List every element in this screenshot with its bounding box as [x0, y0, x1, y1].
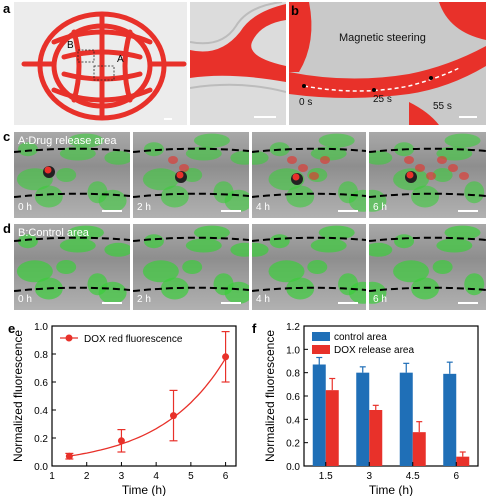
- panel-label-e: e: [8, 321, 16, 336]
- panel-a-network-image: B A: [14, 2, 187, 125]
- panel-label-f: f: [252, 321, 257, 336]
- row-d-time-label-1: 2 h: [137, 294, 151, 305]
- row-d-image-0: 0 h: [14, 224, 130, 310]
- row-d-title: B:Control area: [18, 227, 89, 239]
- chart-e-point-3: [222, 353, 230, 361]
- chart-f-legend-swatch-0: [312, 332, 330, 341]
- region-b-label: B: [67, 40, 74, 51]
- chart-e-ytick-label-2: 0.4: [34, 406, 48, 417]
- chart-e-ylabel: Normalized fluorescence: [11, 330, 25, 462]
- zoomed-channel-drawing: [190, 2, 286, 118]
- row-d-image-3: 6 h: [369, 224, 486, 310]
- steering-time-0: 0 s: [299, 97, 313, 108]
- row-d-time-label-0: 0 h: [18, 294, 32, 305]
- region-a-label: A: [117, 54, 124, 65]
- chart-e-ytick-label-5: 1.0: [34, 322, 48, 333]
- row-c-image-2: 4 h: [252, 132, 366, 218]
- chart-f-ytick-label-1: 0.2: [286, 439, 300, 450]
- row-c-time-label-2: 4 h: [256, 202, 270, 213]
- chart-f-ylabel: Normalized fluorescence: [263, 330, 277, 462]
- chart-e-xtick-label-1: 2: [84, 471, 90, 482]
- chart-f-ytick-label-3: 0.6: [286, 392, 300, 403]
- steering-time-1: 25 s: [373, 94, 392, 105]
- panel-label-a: a: [3, 1, 11, 16]
- steering-channel-drawing: [289, 2, 486, 125]
- row-c-time-label-1: 2 h: [137, 202, 151, 213]
- chart-f-ytick-label-5: 1.0: [286, 345, 300, 356]
- chart-f-xtick-label-0: 1.5: [319, 471, 333, 482]
- chart-f-bar-1-2: [412, 432, 426, 466]
- chart-e-xtick-label-4: 5: [188, 471, 194, 482]
- chart-f-bar-0-3: [443, 373, 457, 466]
- chart-f-xlabel: Time (h): [369, 483, 413, 496]
- row-d-time-label-2: 4 h: [256, 294, 270, 305]
- chart-f-ytick-label-6: 1.2: [286, 322, 300, 333]
- chart-f-bar-0-0: [312, 364, 326, 466]
- chart-e-xtick-label-3: 4: [153, 471, 159, 482]
- chart-f-bar-0-2: [399, 372, 413, 466]
- chart-e-xtick-label-0: 1: [49, 471, 55, 482]
- row-c-time-label-3: 6 h: [373, 202, 387, 213]
- chart-f-xtick-label-1: 3: [366, 471, 372, 482]
- chart-f-bar-0-1: [356, 372, 370, 466]
- steering-time-2: 55 s: [433, 101, 452, 112]
- row-d-image-1: 2 h: [133, 224, 249, 310]
- row-c-title: A:Drug release area: [18, 135, 117, 147]
- chart-f-ytick-label-0: 0.0: [286, 462, 300, 473]
- chart-e-point-2: [170, 412, 178, 420]
- chart-e-point-1: [117, 437, 125, 445]
- microvessel-network-drawing: [21, 11, 187, 121]
- steering-title: Magnetic steering: [339, 32, 426, 44]
- chart-e-ytick-label-1: 0.2: [34, 434, 48, 445]
- chart-e-fit-curve: [69, 357, 227, 457]
- chart-e-ytick-label-3: 0.6: [34, 378, 48, 389]
- chart-f-legend-swatch-1: [312, 345, 330, 354]
- chart-e-ytick-label-0: 0.0: [34, 462, 48, 473]
- chart-e-legend-marker: [65, 334, 73, 342]
- panel-label-d: d: [3, 221, 11, 236]
- row-d-image-2: 4 h: [252, 224, 366, 310]
- chart-f-ytick-label-4: 0.8: [286, 369, 300, 380]
- chart-e-xtick-label-2: 3: [119, 471, 125, 482]
- chart-e-xtick-label-5: 6: [223, 471, 229, 482]
- chart-e-point-0: [65, 452, 73, 460]
- chart-e-xlabel: Time (h): [122, 483, 166, 496]
- chart-f-legend-label-0: control area: [334, 332, 387, 343]
- row-c-image-0: 0 h: [14, 132, 130, 218]
- chart-e-legend-label: DOX red fluorescence: [84, 334, 183, 345]
- panel-a-zoom-image: [190, 2, 286, 125]
- chart-f-xtick-label-2: 4.5: [406, 471, 420, 482]
- chart-e-dox-fluorescence: 0.0 0.2 0.4 0.6 0.8 1.0 1 2 3 4 5 6 DOX red fluoresc…: [11, 322, 237, 496]
- chart-f-legend-label-1: DOX release area: [334, 345, 414, 356]
- chart-f-area-comparison: 0.0 0.2 0.4 0.6 0.8 1.0 1.2 1.5 3 4.5 6 control are…: [263, 322, 479, 496]
- chart-e-frame: [51, 325, 237, 467]
- chart-e-ytick-label-4: 0.8: [34, 350, 48, 361]
- row-c-image-3: 6 h: [369, 132, 486, 218]
- chart-f-bar-1-1: [369, 410, 383, 466]
- chart-f-bar-1-3: [456, 456, 470, 466]
- panel-label-c: c: [3, 129, 11, 144]
- panel-label-b: b: [291, 3, 299, 18]
- row-d-time-label-3: 6 h: [373, 294, 387, 305]
- row-c-time-label-0: 0 h: [18, 202, 32, 213]
- panel-b-steering-image: Magnetic steering 0 s 25 s 55 s: [289, 2, 486, 125]
- chart-f-bar-1-0: [325, 390, 339, 466]
- chart-f-xtick-label-3: 6: [453, 471, 459, 482]
- row-c-image-1: 2 h: [133, 132, 249, 218]
- chart-f-ytick-label-2: 0.4: [286, 415, 300, 426]
